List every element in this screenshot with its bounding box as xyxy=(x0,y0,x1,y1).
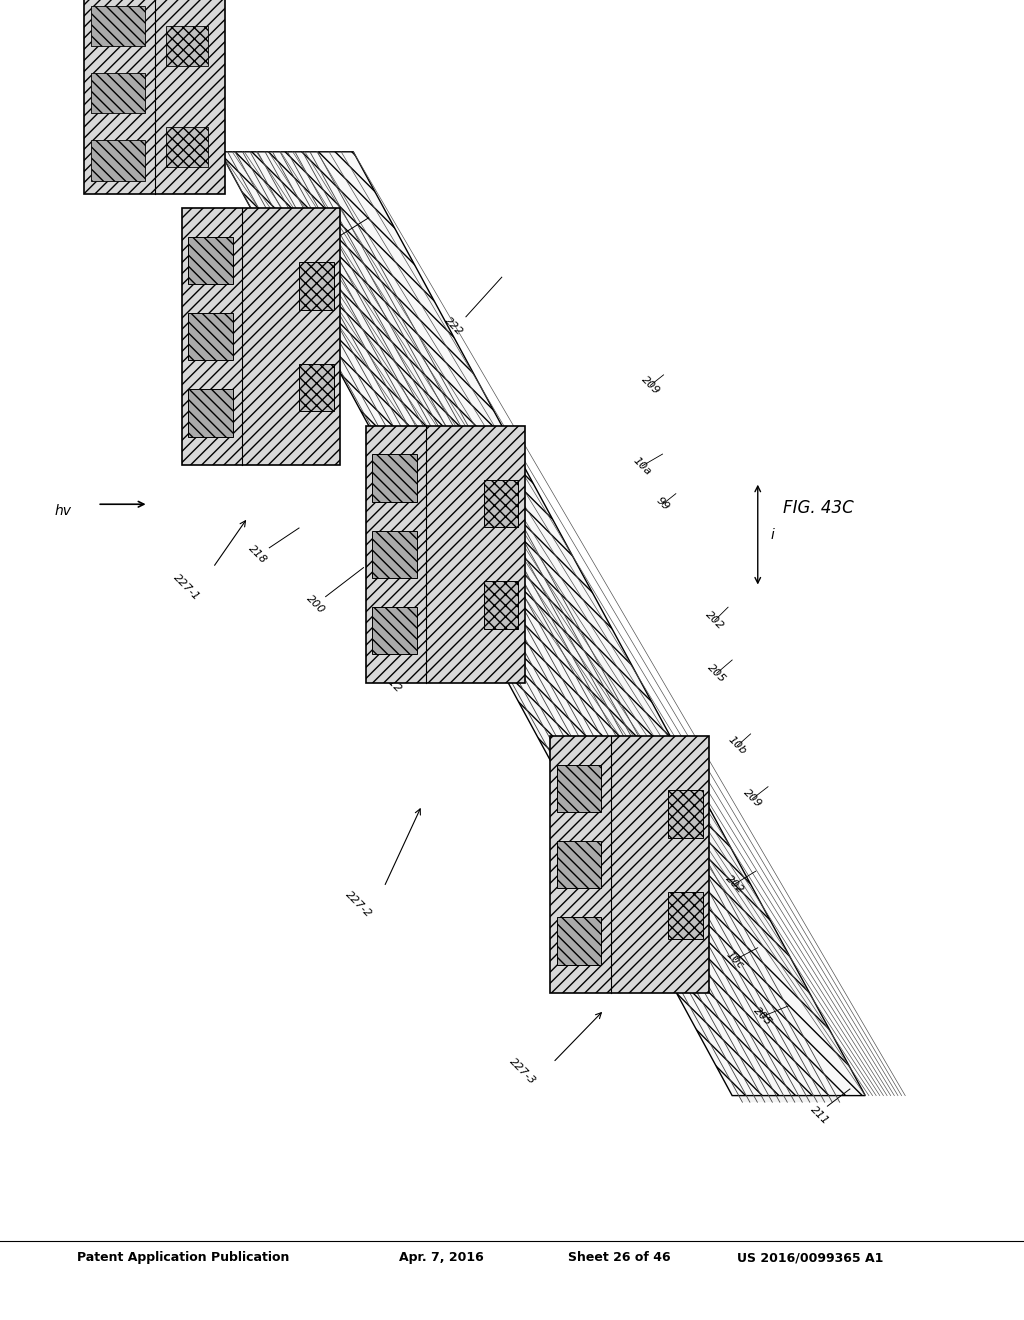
Bar xyxy=(182,209,340,466)
Text: 209: 209 xyxy=(639,375,662,396)
Text: 211: 211 xyxy=(808,1105,830,1126)
Bar xyxy=(668,891,702,940)
Text: 217: 217 xyxy=(308,238,331,259)
Text: 10c: 10c xyxy=(725,949,745,970)
Text: 209: 209 xyxy=(741,788,764,809)
Bar xyxy=(91,140,144,181)
Bar xyxy=(373,607,417,655)
Text: 10a: 10a xyxy=(631,455,653,477)
Bar xyxy=(188,389,232,437)
Text: Patent Application Publication: Patent Application Publication xyxy=(77,1251,289,1265)
Text: 218: 218 xyxy=(247,544,269,565)
Text: US 2016/0099365 A1: US 2016/0099365 A1 xyxy=(737,1251,884,1265)
Text: Sheet 26 of 46: Sheet 26 of 46 xyxy=(568,1251,671,1265)
Bar xyxy=(483,479,518,528)
Bar xyxy=(299,261,334,310)
Polygon shape xyxy=(220,152,840,1102)
Bar xyxy=(483,581,518,630)
Text: 200: 200 xyxy=(304,594,327,615)
Bar xyxy=(299,363,334,412)
Text: 202: 202 xyxy=(723,874,745,895)
Bar xyxy=(557,764,601,812)
Text: 222: 222 xyxy=(442,315,465,337)
Bar xyxy=(91,73,144,114)
Text: FIG. 43C: FIG. 43C xyxy=(783,499,854,517)
Text: 205: 205 xyxy=(706,663,728,684)
Text: 202: 202 xyxy=(703,610,726,631)
Text: i: i xyxy=(770,528,774,541)
Text: 212: 212 xyxy=(381,673,403,694)
Bar xyxy=(84,0,225,194)
Bar xyxy=(188,236,232,284)
Bar xyxy=(367,425,524,684)
Bar xyxy=(668,789,702,838)
Bar xyxy=(557,841,601,888)
Bar xyxy=(188,313,232,360)
Bar xyxy=(373,454,417,502)
Text: 205: 205 xyxy=(752,1006,774,1027)
Text: 227-3: 227-3 xyxy=(507,1057,538,1086)
Polygon shape xyxy=(220,152,865,1096)
Bar xyxy=(373,531,417,578)
Text: Apr. 7, 2016: Apr. 7, 2016 xyxy=(399,1251,484,1265)
Bar xyxy=(557,917,601,965)
Text: 99: 99 xyxy=(654,496,671,512)
Text: 227-2: 227-2 xyxy=(343,890,374,919)
Bar xyxy=(91,5,144,46)
Text: 227-1: 227-1 xyxy=(171,573,202,602)
Bar xyxy=(166,127,208,168)
Bar xyxy=(166,25,208,66)
Bar xyxy=(551,737,709,993)
Text: hv: hv xyxy=(54,504,72,517)
Text: 10b: 10b xyxy=(726,735,749,756)
